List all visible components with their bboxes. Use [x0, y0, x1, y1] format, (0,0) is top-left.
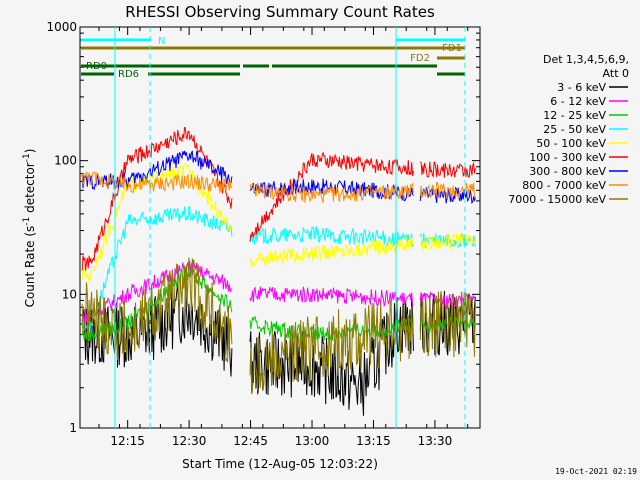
legend-label: 3 - 6 keV [557, 81, 606, 94]
state-bar-label: RD0 [86, 61, 107, 72]
x-tick-label: 12:15 [110, 434, 145, 448]
legend-label: 50 - 100 keV [536, 137, 606, 150]
legend-label: 6 - 12 keV [550, 95, 606, 108]
legend-label: 25 - 50 keV [543, 123, 606, 136]
y-tick-label: 1 [69, 421, 77, 435]
legend-header-line1: Det 1,3,4,5,6,9, [543, 53, 629, 66]
x-tick-label: 13:15 [356, 434, 391, 448]
x-tick-label: 12:45 [233, 434, 268, 448]
plot-frame [79, 26, 481, 429]
y-tick-label: 10 [62, 287, 77, 301]
legend-label: 7000 - 15000 keV [508, 193, 606, 206]
y-tick-label: 100 [54, 154, 77, 168]
state-bar-label: RD6 [118, 69, 139, 80]
timestamp: 19-Oct-2021 02:19 [555, 467, 637, 476]
x-tick-label: 13:30 [418, 434, 453, 448]
series-line-7 [81, 171, 476, 203]
legend-label: 800 - 7000 keV [522, 179, 606, 192]
x-tick-label: 12:30 [172, 434, 207, 448]
x-axis-label: Start Time (12-Aug-05 12:03:22) [182, 457, 378, 471]
y-tick-label: 1000 [46, 20, 77, 34]
state-bar-label: FD1 [442, 43, 462, 54]
state-bar-label: FD2 [410, 53, 430, 64]
legend-label: 12 - 25 keV [543, 109, 606, 122]
series-line-4 [81, 162, 476, 282]
legend-header-line2: Att 0 [603, 67, 629, 80]
series-line-8 [81, 257, 476, 395]
y-axis-label: Count Rate (s-1 detector-1) [22, 149, 37, 308]
chart-title: RHESSI Observing Summary Count Rates [125, 3, 435, 21]
legend-label: 300 - 800 keV [529, 165, 606, 178]
state-bar-label: N [158, 36, 165, 47]
x-tick-label: 13:00 [295, 434, 330, 448]
legend-label: 100 - 300 keV [529, 151, 606, 164]
series-line-5 [81, 126, 476, 271]
